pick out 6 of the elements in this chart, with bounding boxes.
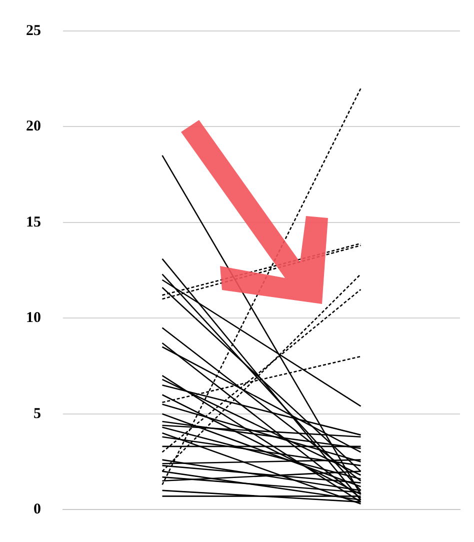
y-tick-label: 15 [26, 214, 41, 230]
y-tick-label: 20 [26, 118, 41, 135]
y-tick-label: 5 [34, 406, 41, 422]
y-tick-label: 25 [26, 22, 41, 39]
y-tick-label: 10 [26, 310, 41, 326]
y-tick-label: 0 [34, 501, 41, 518]
